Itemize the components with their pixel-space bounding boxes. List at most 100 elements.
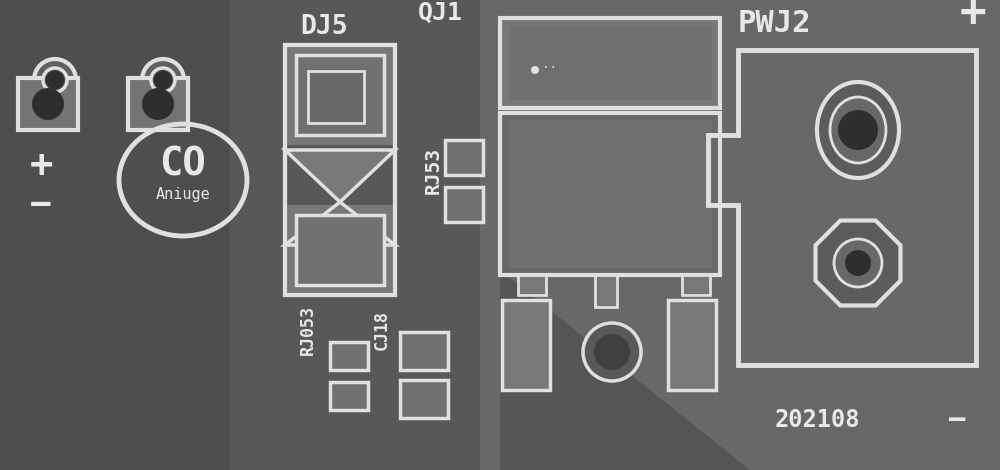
Circle shape: [512, 71, 516, 75]
Circle shape: [434, 149, 438, 152]
Circle shape: [162, 46, 164, 48]
Circle shape: [18, 331, 22, 335]
Circle shape: [486, 97, 490, 101]
Circle shape: [838, 423, 840, 425]
Circle shape: [760, 19, 763, 23]
Circle shape: [564, 149, 568, 152]
Circle shape: [214, 319, 216, 321]
Circle shape: [474, 188, 477, 191]
Circle shape: [616, 306, 620, 308]
Circle shape: [876, 397, 880, 400]
Circle shape: [252, 85, 256, 87]
Circle shape: [382, 71, 386, 75]
Circle shape: [564, 370, 568, 374]
Circle shape: [538, 280, 542, 282]
Circle shape: [500, 423, 503, 425]
Circle shape: [590, 448, 594, 452]
Circle shape: [58, 241, 60, 243]
Circle shape: [382, 462, 386, 464]
Circle shape: [864, 384, 866, 386]
Circle shape: [876, 280, 880, 282]
Circle shape: [422, 397, 424, 400]
Circle shape: [838, 241, 840, 243]
Circle shape: [734, 46, 736, 48]
Circle shape: [734, 110, 736, 113]
Circle shape: [96, 7, 100, 9]
Circle shape: [968, 370, 970, 374]
Circle shape: [954, 448, 958, 452]
Circle shape: [110, 214, 112, 218]
Circle shape: [460, 409, 464, 413]
Circle shape: [772, 423, 776, 425]
Circle shape: [694, 110, 698, 113]
Circle shape: [266, 306, 268, 308]
Circle shape: [512, 253, 516, 257]
Circle shape: [890, 97, 893, 101]
Circle shape: [512, 202, 516, 204]
Circle shape: [370, 331, 372, 335]
Circle shape: [916, 241, 918, 243]
Circle shape: [694, 58, 698, 62]
Circle shape: [604, 253, 606, 257]
Circle shape: [214, 409, 216, 413]
Circle shape: [58, 280, 60, 282]
Circle shape: [850, 110, 854, 113]
Circle shape: [214, 124, 216, 126]
Circle shape: [396, 436, 398, 439]
Circle shape: [370, 110, 372, 113]
Circle shape: [526, 71, 528, 75]
Circle shape: [58, 58, 60, 62]
Circle shape: [668, 370, 672, 374]
Circle shape: [434, 7, 438, 9]
Circle shape: [356, 19, 360, 23]
Circle shape: [772, 448, 776, 452]
Circle shape: [96, 46, 100, 48]
Circle shape: [720, 436, 724, 439]
Circle shape: [954, 423, 958, 425]
Circle shape: [188, 7, 190, 9]
Circle shape: [214, 306, 216, 308]
Circle shape: [682, 85, 684, 87]
Circle shape: [58, 292, 60, 296]
Circle shape: [746, 71, 750, 75]
Circle shape: [486, 306, 490, 308]
Circle shape: [928, 227, 932, 230]
Circle shape: [708, 19, 710, 23]
Circle shape: [318, 266, 320, 269]
Circle shape: [162, 149, 164, 152]
Circle shape: [642, 423, 646, 425]
Circle shape: [708, 136, 710, 140]
Circle shape: [122, 97, 126, 101]
Circle shape: [734, 58, 736, 62]
Circle shape: [850, 280, 854, 282]
Circle shape: [148, 46, 152, 48]
Circle shape: [188, 306, 190, 308]
Circle shape: [448, 136, 450, 140]
Circle shape: [448, 110, 450, 113]
Circle shape: [942, 331, 944, 335]
Circle shape: [656, 7, 658, 9]
Circle shape: [968, 7, 970, 9]
Circle shape: [44, 358, 48, 360]
Circle shape: [318, 370, 320, 374]
Circle shape: [694, 306, 698, 308]
Circle shape: [890, 345, 893, 347]
Circle shape: [578, 32, 580, 36]
Circle shape: [330, 214, 334, 218]
Circle shape: [266, 110, 268, 113]
Circle shape: [954, 370, 958, 374]
Circle shape: [850, 46, 854, 48]
Circle shape: [84, 97, 87, 101]
Circle shape: [616, 266, 620, 269]
Circle shape: [422, 423, 424, 425]
Circle shape: [252, 163, 256, 165]
Circle shape: [136, 370, 138, 374]
Polygon shape: [285, 202, 395, 245]
Circle shape: [850, 319, 854, 321]
Circle shape: [578, 58, 580, 62]
Circle shape: [292, 409, 294, 413]
Circle shape: [122, 319, 126, 321]
Circle shape: [682, 345, 684, 347]
Circle shape: [396, 241, 398, 243]
Circle shape: [175, 110, 178, 113]
